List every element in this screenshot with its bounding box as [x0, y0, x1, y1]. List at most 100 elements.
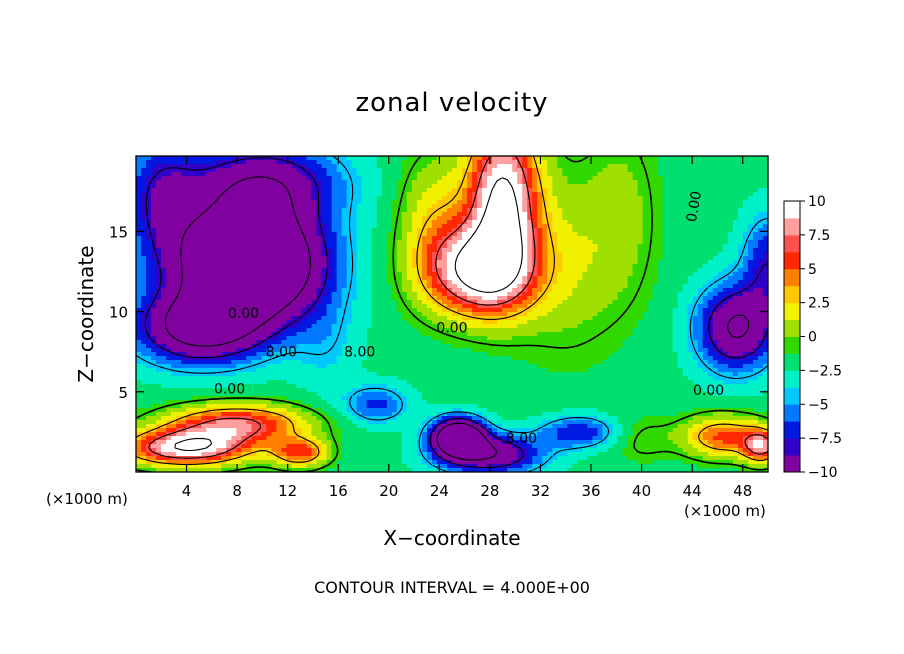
heat-cell	[216, 196, 222, 201]
heat-cell	[321, 192, 328, 197]
heat-cell	[507, 252, 513, 257]
heat-cell	[311, 232, 318, 237]
heat-cell	[612, 272, 619, 277]
heat-cell	[737, 308, 744, 313]
heat-cell	[221, 268, 227, 273]
heat-cell	[632, 280, 639, 285]
heat-cell	[326, 224, 333, 229]
heat-cell	[136, 272, 142, 277]
heat-cell	[632, 216, 639, 221]
heat-cell	[582, 300, 589, 305]
heat-cell	[431, 308, 438, 313]
heat-cell	[542, 276, 548, 281]
heat-cell	[406, 292, 413, 297]
heat-cell	[151, 256, 157, 261]
heat-cell	[321, 232, 328, 237]
heat-cell	[542, 172, 548, 177]
heat-cell	[311, 252, 318, 257]
heat-cell	[482, 296, 488, 301]
heat-cell	[477, 212, 483, 217]
heat-cell	[221, 200, 227, 205]
heat-cell	[271, 216, 278, 221]
heat-cell	[537, 164, 543, 169]
heat-cell	[642, 204, 649, 209]
heat-cell	[326, 312, 333, 317]
heat-cell	[472, 224, 478, 229]
heat-cell	[662, 216, 669, 221]
heat-cell	[416, 204, 423, 209]
heat-cell	[497, 196, 503, 201]
heat-cell	[762, 300, 768, 305]
heat-cell	[231, 200, 237, 205]
heat-cell	[221, 176, 227, 181]
heat-cell	[667, 244, 674, 249]
heat-cell	[722, 200, 729, 205]
heat-cell	[737, 268, 744, 273]
heat-cell	[386, 312, 393, 317]
heat-cell	[146, 204, 152, 209]
heat-cell	[637, 168, 644, 173]
heat-cell	[141, 304, 147, 309]
heat-cell	[572, 300, 578, 305]
heat-cell	[677, 172, 684, 177]
heat-cell	[161, 300, 167, 305]
heat-cell	[492, 224, 498, 229]
heat-cell	[712, 292, 719, 297]
heat-cell	[296, 216, 303, 221]
heat-cell	[747, 224, 754, 229]
heat-cell	[722, 264, 729, 269]
heat-cell	[687, 180, 694, 185]
heat-cell	[431, 228, 438, 233]
heat-cell	[196, 224, 202, 229]
heat-cell	[487, 248, 493, 253]
heat-cell	[612, 268, 619, 273]
heat-cell	[692, 160, 699, 165]
heat-cell	[261, 168, 268, 173]
heat-cell	[537, 288, 543, 293]
heat-cell	[321, 236, 328, 241]
heat-cell	[371, 184, 378, 189]
heat-cell	[281, 172, 288, 177]
heat-cell	[487, 240, 493, 245]
heat-cell	[176, 232, 182, 237]
heat-cell	[592, 280, 599, 285]
heat-cell	[482, 268, 488, 273]
heat-cell	[306, 260, 313, 265]
heat-cell	[396, 300, 403, 305]
heat-cell	[246, 304, 252, 309]
heat-cell	[492, 176, 498, 181]
heat-cell	[732, 224, 739, 229]
heat-cell	[291, 204, 298, 209]
heat-cell	[406, 256, 413, 261]
heat-cell	[472, 264, 478, 269]
heat-cell	[547, 212, 553, 217]
heat-cell	[452, 164, 458, 169]
heat-cell	[757, 260, 764, 265]
heat-cell	[477, 304, 483, 309]
heat-cell	[572, 292, 578, 297]
heat-cell	[492, 264, 498, 269]
heat-cell	[642, 200, 649, 205]
heat-cell	[597, 252, 604, 257]
heat-cell	[697, 204, 704, 209]
heat-cell	[291, 292, 298, 297]
heat-cell	[607, 224, 614, 229]
heat-cell	[411, 248, 418, 253]
heat-cell	[276, 212, 283, 217]
heat-cell	[522, 268, 528, 273]
heat-cell	[331, 208, 338, 213]
heat-cell	[146, 312, 152, 317]
heat-cell	[677, 292, 684, 297]
heat-cell	[732, 248, 739, 253]
heat-cell	[436, 308, 443, 313]
heat-cell	[637, 308, 644, 313]
heat-cell	[216, 220, 222, 225]
heat-cell	[752, 208, 759, 213]
heat-cell	[692, 304, 699, 309]
heat-cell	[361, 176, 368, 181]
heat-cell	[657, 292, 664, 297]
heat-cell	[532, 296, 538, 301]
heat-cell	[311, 224, 318, 229]
heat-cell	[161, 292, 167, 297]
heat-cell	[532, 276, 538, 281]
